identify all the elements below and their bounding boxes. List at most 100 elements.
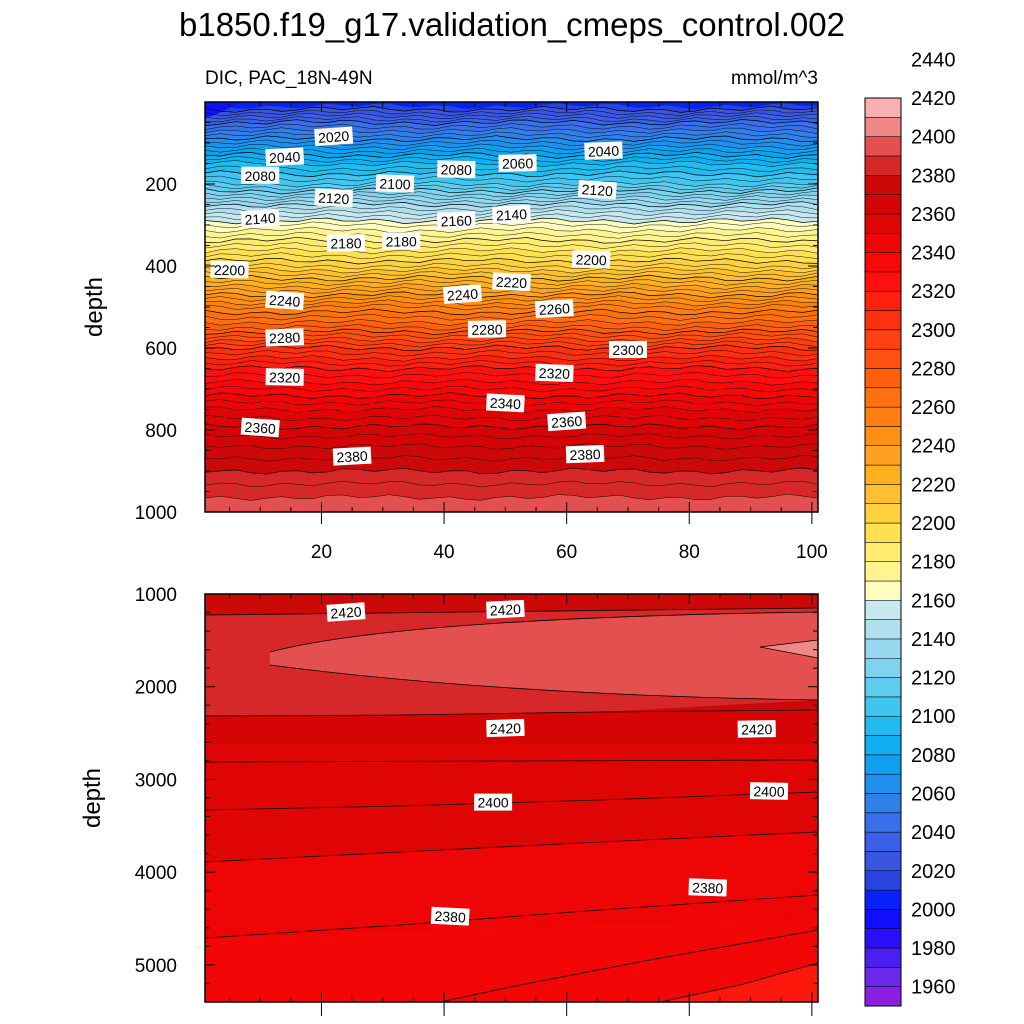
upper-contour-2330 xyxy=(205,378,818,386)
colorbar-tick-label: 2400 xyxy=(911,127,956,149)
upper-contour-label-box xyxy=(584,141,623,160)
upper-contour-2065 xyxy=(205,139,818,147)
upper-contour-label-26: 2360 xyxy=(240,417,280,438)
upper-contour-2310 xyxy=(205,354,818,362)
colorbar-tick-label: 2060 xyxy=(911,784,956,806)
upper-contour-label-text: 2240 xyxy=(269,292,301,310)
colorbar-tick-label: 2220 xyxy=(911,474,956,496)
upper-contour-2250 xyxy=(205,299,818,307)
upper-contour-label-text: 2080 xyxy=(245,168,276,184)
lower-contour-label-box xyxy=(485,599,525,619)
upper-contour-label-box xyxy=(609,341,647,358)
upper-contour-label-text: 2020 xyxy=(318,128,350,146)
lower-x-ticks xyxy=(229,594,813,1016)
lower-y-tick-label: 1000 xyxy=(135,585,177,606)
upper-contour-label-box xyxy=(492,204,531,224)
lower-contour-label-text: 2400 xyxy=(478,795,509,811)
colorbar-box xyxy=(864,947,902,968)
lower-y-tick-label: 5000 xyxy=(135,956,177,977)
x-tick-label: 80 xyxy=(679,542,700,563)
upper-contour-2035 xyxy=(205,115,818,123)
upper-contour-2075 xyxy=(205,147,818,155)
upper-contour-label-15: 2200 xyxy=(571,250,611,269)
colorbar-box xyxy=(864,715,902,736)
lower-contour-label-text: 2380 xyxy=(692,879,724,896)
lower-contour-2370 xyxy=(659,962,818,1002)
upper-contour-label-9: 2140 xyxy=(240,208,280,229)
upper-contour-2175 xyxy=(205,232,818,239)
upper-contour-2020 xyxy=(205,105,818,113)
upper-contour-label-1: 2040 xyxy=(265,147,305,167)
upper-y-ticks: 200 400 600 800 1000 xyxy=(135,101,818,524)
upper-contour-label-box xyxy=(314,188,354,208)
upper-contour-2120 xyxy=(205,187,818,195)
colorbar-box xyxy=(864,329,902,350)
colorbar-box xyxy=(864,252,902,273)
colorbar-tick-label: 2020 xyxy=(911,861,956,883)
upper-contour-label-6: 2100 xyxy=(375,174,415,193)
upper-contour-2270 xyxy=(205,319,818,326)
upper-contour-label-text: 2380 xyxy=(336,448,368,466)
colorbar-box xyxy=(864,851,902,872)
upper-contour-2025 xyxy=(205,109,818,117)
upper-contour-label-box xyxy=(314,126,354,147)
lower-contour-2390 xyxy=(205,831,818,863)
upper-contour-label-box xyxy=(265,290,305,311)
upper-contour-label-text: 2120 xyxy=(581,181,613,199)
lower-contour-2410 xyxy=(205,709,818,717)
upper-contour-2130 xyxy=(205,194,818,201)
lower-contour-label-box xyxy=(474,793,513,811)
upper-y-tick-label: 1000 xyxy=(135,503,177,524)
upper-contour-2335 xyxy=(205,385,818,393)
upper-contour-label-16: 2220 xyxy=(492,272,531,292)
upper-contour-label-text: 2140 xyxy=(244,210,276,228)
lower-band-top xyxy=(205,594,818,602)
x-tick-label: 100 xyxy=(796,542,828,563)
lower-contour-label-0: 2420 xyxy=(326,602,366,622)
colorbar-tick-label: 2280 xyxy=(911,359,956,381)
upper-contour-2305 xyxy=(205,349,818,357)
upper-contour-2110 xyxy=(205,180,818,188)
upper-contour-2360 xyxy=(205,423,818,431)
lower-contour-label-6: 2380 xyxy=(688,878,728,897)
colorbar-tick-label: 2260 xyxy=(911,397,956,419)
upper-contour-2300 xyxy=(205,344,818,352)
upper-contour-label-19: 2260 xyxy=(534,299,574,319)
upper-contour-label-7: 2120 xyxy=(314,188,354,208)
upper-contour-label-text: 2140 xyxy=(496,206,528,224)
upper-contour-label-17: 2240 xyxy=(265,290,305,311)
upper-contour-label-13: 2180 xyxy=(382,232,421,250)
upper-contour-label-text: 2180 xyxy=(330,235,362,252)
colorbar-box xyxy=(864,368,902,389)
lower-contour-label-3: 2420 xyxy=(737,720,776,738)
lower-contour-2405 xyxy=(205,759,818,763)
upper-contour-label-box xyxy=(326,234,366,252)
upper-contour-label-text: 2320 xyxy=(269,369,301,386)
upper-contour-label-28: 2380 xyxy=(332,446,372,466)
upper-contour-2205 xyxy=(205,262,818,270)
colorbar-box xyxy=(864,406,902,427)
upper-contour-label-box xyxy=(240,417,280,438)
upper-contour-2340 xyxy=(205,392,818,400)
lower-contour-label-text: 2400 xyxy=(753,783,785,800)
lower-contour-label-box xyxy=(326,602,366,622)
upper-contour-label-box xyxy=(265,368,304,386)
upper-contour-2210 xyxy=(205,266,818,274)
colorbar-box xyxy=(864,696,902,717)
upper-y-axis-label: depth xyxy=(81,277,108,337)
upper-contour-label-27: 2360 xyxy=(547,411,587,432)
upper-contour-2040 xyxy=(205,119,818,126)
upper-contour-label-23: 2320 xyxy=(265,368,304,386)
upper-contour-label-text: 2120 xyxy=(318,189,350,207)
upper-contour-label-text: 2280 xyxy=(471,321,503,338)
lower-contour-label-7: 2380 xyxy=(430,906,470,926)
colorbar-tick-label: 2320 xyxy=(911,281,956,303)
lower-panel: 2420 2420 2420 2420 2400 2400 2380 2380 1000 200… xyxy=(79,585,819,1016)
lower-contour-label-text: 2380 xyxy=(434,908,466,926)
upper-contour-2370 xyxy=(205,443,818,450)
colorbar-box xyxy=(864,290,902,311)
upper-contour-label-box xyxy=(375,174,415,193)
upper-contour-label-text: 2380 xyxy=(569,446,601,463)
colorbar-box xyxy=(864,831,902,852)
upper-contour-2285 xyxy=(205,332,818,340)
